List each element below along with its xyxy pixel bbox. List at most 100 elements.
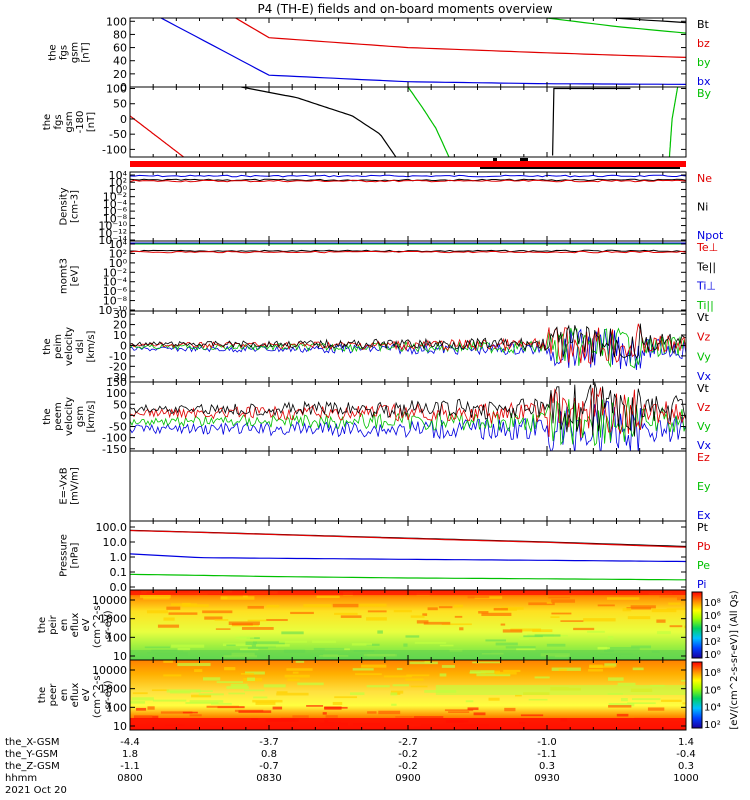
ytick-label: 1.0 xyxy=(110,551,128,564)
velocity-trace-black xyxy=(130,323,686,363)
legend-by: By xyxy=(697,87,712,100)
colorbar-label: [eV/(cm^2-s-sr-eV)] (All Qs) xyxy=(729,590,740,729)
panel-ylabel: [cm-3] xyxy=(70,190,81,223)
panel-ylabel: sr-eV) xyxy=(103,680,114,709)
ytick-label: -10 xyxy=(109,350,127,363)
panel-ylabel: the xyxy=(42,114,53,130)
panel-ylabel: eV xyxy=(81,688,92,701)
ytick-label: 10 xyxy=(113,720,127,733)
legend-vt: Vt xyxy=(697,382,710,395)
panel-ylabel: velocity xyxy=(64,327,75,366)
mode-bar-mark xyxy=(480,167,680,169)
panel-ylabel: Density xyxy=(59,187,70,225)
ytick-label: -100 xyxy=(102,143,127,156)
panel-ylabel: peem xyxy=(53,402,64,430)
panel-ylabel: [nT] xyxy=(81,42,92,62)
legend-vx: Vx xyxy=(697,370,712,383)
ytick-label: -30 xyxy=(109,371,127,384)
series-by xyxy=(544,18,686,34)
ytick-label: 10⁻¹² xyxy=(98,227,127,240)
legend-by: by xyxy=(697,56,711,69)
velocity-trace-green xyxy=(130,397,686,447)
ytick-label: 100 xyxy=(106,701,127,714)
legend-ne: Ne xyxy=(697,172,712,185)
colorbar-tick: 10² xyxy=(704,720,721,731)
series-green2 xyxy=(668,87,679,157)
xaxis-value: 1.4 xyxy=(678,737,694,748)
ytick-label: 10⁻² xyxy=(103,191,127,204)
panel-ylabel: Pressure xyxy=(59,534,70,577)
ytick-label: 50 xyxy=(113,398,127,411)
xaxis-value: 1.8 xyxy=(122,749,138,760)
mode-bar-mark xyxy=(520,158,528,161)
panel-ylabel: the xyxy=(37,617,48,633)
density-trace xyxy=(130,179,686,183)
mode-bar-red xyxy=(130,161,686,167)
legend-ni: Ni xyxy=(697,201,708,214)
xaxis-value: 0800 xyxy=(117,773,142,784)
ytick-label: 10⁻⁶ xyxy=(103,285,128,298)
panel-ylabel: the xyxy=(42,338,53,354)
colorbar: 10⁸ 10⁶ 10⁴ 10² xyxy=(691,661,721,731)
xaxis-value: -3.7 xyxy=(259,737,279,748)
panel-ylabel: [nT] xyxy=(86,112,97,132)
panel-ylabel: dsl xyxy=(75,339,86,353)
ytick-label: 10⁰ xyxy=(109,183,128,196)
panel-ylabel: gsm xyxy=(64,111,75,132)
panel-density: Density [cm-3]10⁴10²10⁰10⁻²10⁻⁴10⁻⁶10⁻⁸10… xyxy=(59,169,724,247)
panel-e-field: E=-VxB [mV/m] Ez Ey Ex xyxy=(59,450,711,522)
temp-trace xyxy=(130,250,686,254)
xaxis-value: 0.8 xyxy=(261,749,277,760)
series-pi xyxy=(130,553,686,563)
ytick-label: 10⁻⁸ xyxy=(103,212,128,225)
xaxis-value: -0.2 xyxy=(398,761,418,772)
panel-ylabel: gsm xyxy=(75,406,86,427)
series-red xyxy=(130,115,185,157)
colorbar: 10⁸ 10⁶ 10⁴ 10² 10⁰ xyxy=(691,591,721,661)
colorbar-tick: 10⁶ xyxy=(704,611,721,622)
series-bz xyxy=(234,18,686,58)
colorbar-tick: 10² xyxy=(704,637,721,648)
ytick-label: 150 xyxy=(106,376,127,389)
panel-ylabel: the xyxy=(48,44,59,60)
panel-ylabel: [km/s] xyxy=(86,330,97,362)
panel-ylabel: en xyxy=(59,619,70,632)
xaxis-value: 1000 xyxy=(673,773,698,784)
legend-pb: Pb xyxy=(697,540,711,553)
panel-peer-en-eflux: the peer en eflux eV (cm^2-s-sr-eV) 10000 1000 1… xyxy=(37,659,687,733)
ytick-label: -100 xyxy=(102,432,127,445)
ytick-label: 10⁻¹⁰ xyxy=(98,220,127,233)
ytick-label: 1000 xyxy=(99,613,127,626)
plot-title: P4 (TH-E) fields and on-board moments ov… xyxy=(257,2,552,16)
ytick-label: 0 xyxy=(120,339,127,352)
ytick-label: 100 xyxy=(106,15,127,28)
ytick-label: 100.0 xyxy=(96,521,128,534)
ytick-label: 30 xyxy=(113,308,127,321)
xaxis-value: -2.7 xyxy=(398,737,418,748)
spectrogram xyxy=(130,590,686,660)
xaxis-row-label: the_Z-GSM xyxy=(5,761,60,772)
mode-bar-mark xyxy=(493,158,497,161)
velocity-trace-red xyxy=(130,387,686,438)
ytick-label: 0 xyxy=(120,409,127,422)
series-pe xyxy=(130,573,686,581)
ytick-label: 10.0 xyxy=(103,536,128,549)
panel-ylabel: the xyxy=(37,687,48,703)
xaxis-value: -1.1 xyxy=(120,761,140,772)
panel-ylabel: peir xyxy=(48,614,59,634)
ytick-label: 10000 xyxy=(92,594,127,607)
panel-ylabel: momt3 xyxy=(59,258,70,294)
xaxis-value: -0.2 xyxy=(398,749,418,760)
legend-ey: Ey xyxy=(697,480,711,493)
ytick-label: 0.1 xyxy=(110,566,128,579)
colorbar-tick: 10⁴ xyxy=(704,624,721,635)
ytick-label: 10² xyxy=(109,176,127,189)
panel-ylabel: the xyxy=(42,408,53,424)
legend-te: Te|| xyxy=(696,260,716,273)
xaxis-value: 0830 xyxy=(256,773,281,784)
ytick-label: 10⁻¹⁰ xyxy=(98,304,127,317)
legend-pi: Pi xyxy=(697,578,706,591)
legend-npot: Npot xyxy=(697,229,724,242)
legend-pt: Pt xyxy=(697,521,709,534)
